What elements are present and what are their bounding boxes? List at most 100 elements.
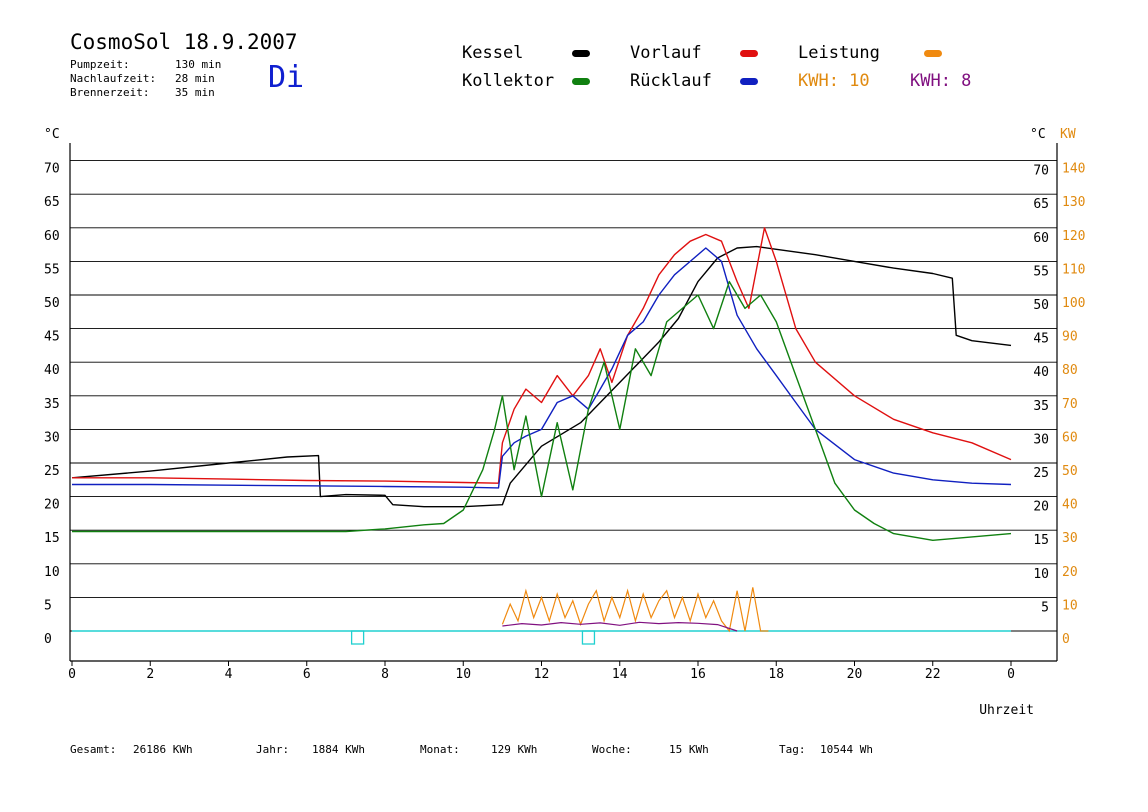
x-tick-label: 10 [455, 667, 471, 682]
y-tick-label-right-temp: 55 [1033, 264, 1049, 279]
info-nachlaufzeit-value: 28 min [175, 72, 215, 85]
footer-woche-value: 15 KWh [669, 743, 709, 756]
legend-kessel-swatch [572, 50, 590, 57]
series-line-vorlauf [72, 227, 1012, 484]
pump-marker [581, 630, 596, 645]
footer-tag-label: Tag: [779, 743, 806, 756]
info-brennerzeit-value: 35 min [175, 86, 215, 99]
y-tick-label-right-temp: 40 [1033, 365, 1049, 380]
y-tick-label-left: 0 [44, 632, 52, 647]
y-tick-label-left: 50 [44, 296, 60, 311]
y-tick-label-right-temp: 5 [1041, 600, 1049, 615]
y-tick-label-right-power: 110 [1062, 262, 1085, 277]
y-tick-label-right-power: 130 [1062, 195, 1085, 210]
y-tick-label-right-temp: 35 [1033, 399, 1049, 414]
series-line-kollektor [72, 280, 1012, 541]
y-axis-label-left: °C [44, 127, 60, 142]
legend-vorlauf-swatch [740, 50, 758, 57]
footer-woche-label: Woche: [592, 743, 632, 756]
footer-gesamt-value: 26186 KWh [133, 743, 193, 756]
footer-monat-label: Monat: [420, 743, 460, 756]
series-line-kessel [71, 245, 1012, 508]
y-tick-label-right-temp: 50 [1033, 298, 1049, 313]
footer-jahr-value: 1884 KWh [312, 743, 365, 756]
y-tick-label-right-power: 140 [1062, 162, 1085, 177]
x-tick-label: 4 [225, 667, 233, 682]
y-tick-label-left: 55 [44, 262, 60, 277]
pump-marker [350, 630, 365, 645]
y-tick-label-left: 40 [44, 363, 60, 378]
y-tick-label-left: 15 [44, 531, 60, 546]
y-axis-label-right: °C [1030, 127, 1046, 142]
x-tick-label: 12 [534, 667, 550, 682]
footer-monat-value: 129 KWh [491, 743, 538, 756]
y-tick-label-right-power: 80 [1062, 363, 1078, 378]
legend-kollektor-swatch [572, 78, 590, 85]
y-tick-label-right-temp: 10 [1033, 567, 1049, 582]
y-tick-label-left: 25 [44, 464, 60, 479]
legend-leistung-label: Leistung [798, 43, 880, 63]
y-tick-label-right-temp: 45 [1033, 332, 1049, 347]
y-tick-label-left: 65 [44, 195, 60, 210]
x-tick-label: 0 [68, 667, 76, 682]
info-pumpzeit-label: Pumpzeit: [70, 58, 130, 71]
x-tick-label: 18 [768, 667, 784, 682]
series-line-ruecklauf [72, 247, 1012, 489]
x-tick-label: 14 [612, 667, 628, 682]
y-tick-label-right-power: 30 [1062, 531, 1078, 546]
y-tick-label-right-power: 10 [1062, 598, 1078, 613]
y-tick-label-right-temp: 70 [1033, 164, 1049, 179]
legend-leistung-swatch [924, 50, 942, 57]
y-tick-label-right-temp: 30 [1033, 432, 1049, 447]
legend-kollektor-label: Kollektor [462, 71, 555, 91]
legend-kessel-label: Kessel [462, 43, 524, 63]
y-tick-label-left: 45 [44, 330, 60, 345]
series-line-leistung [501, 587, 769, 633]
info-nachlaufzeit-label: Nachlaufzeit: [70, 72, 157, 85]
legend-kwh-solar: KWH: 10 [798, 71, 870, 91]
y-tick-label-left: 35 [44, 397, 60, 412]
y-tick-label-right-power: 120 [1062, 229, 1085, 244]
y-tick-label-right-temp: 25 [1033, 466, 1049, 481]
y-tick-label-left: 60 [44, 229, 60, 244]
y-tick-label-right-power: 20 [1062, 565, 1078, 580]
legend-kwh-burner: KWH: 8 [910, 71, 972, 91]
y-tick-label-right-power: 90 [1062, 330, 1078, 345]
x-tick-label: 16 [690, 667, 706, 682]
y-tick-label-right-power: 60 [1062, 430, 1078, 445]
x-tick-label: 0 [1007, 667, 1015, 682]
info-brennerzeit-label: Brennerzeit: [70, 86, 150, 99]
x-tick-label: 22 [925, 667, 941, 682]
y-axis-label-power: KW [1060, 127, 1076, 142]
y-tick-label-right-power: 40 [1062, 498, 1078, 513]
footer-jahr-label: Jahr: [256, 743, 290, 756]
footer-tag-value: 10544 Wh [820, 743, 873, 756]
x-tick-label: 20 [847, 667, 863, 682]
weekday-label: Di [268, 60, 305, 95]
x-axis-label: Uhrzeit [979, 703, 1034, 718]
legend-vorlauf-label: Vorlauf [630, 43, 702, 63]
y-tick-label-left: 10 [44, 565, 60, 580]
y-tick-label-left: 70 [44, 162, 60, 177]
legend-ruecklauf-swatch [740, 78, 758, 85]
y-tick-label-right-temp: 65 [1033, 197, 1049, 212]
y-tick-label-left: 5 [44, 598, 52, 613]
y-tick-label-left: 20 [44, 498, 60, 513]
chart-title: CosmoSol 18.9.2007 [70, 30, 298, 54]
y-tick-label-right-temp: 15 [1033, 533, 1049, 548]
x-tick-label: 2 [146, 667, 154, 682]
info-pumpzeit-value: 130 min [175, 58, 222, 71]
y-tick-label-right-power: 100 [1062, 296, 1085, 311]
y-tick-label-right-power: 0 [1062, 632, 1070, 647]
x-tick-label: 6 [303, 667, 311, 682]
y-tick-label-left: 30 [44, 430, 60, 445]
y-tick-label-right-power: 70 [1062, 397, 1078, 412]
legend-ruecklauf-label: Rücklauf [630, 71, 712, 91]
footer-gesamt-label: Gesamt: [70, 743, 117, 756]
y-tick-label-right-temp: 60 [1033, 231, 1049, 246]
y-tick-label-right-temp: 20 [1033, 500, 1049, 515]
series-line-kwh2 [502, 621, 738, 632]
y-tick-label-right-power: 50 [1062, 464, 1078, 479]
x-tick-label: 8 [381, 667, 389, 682]
